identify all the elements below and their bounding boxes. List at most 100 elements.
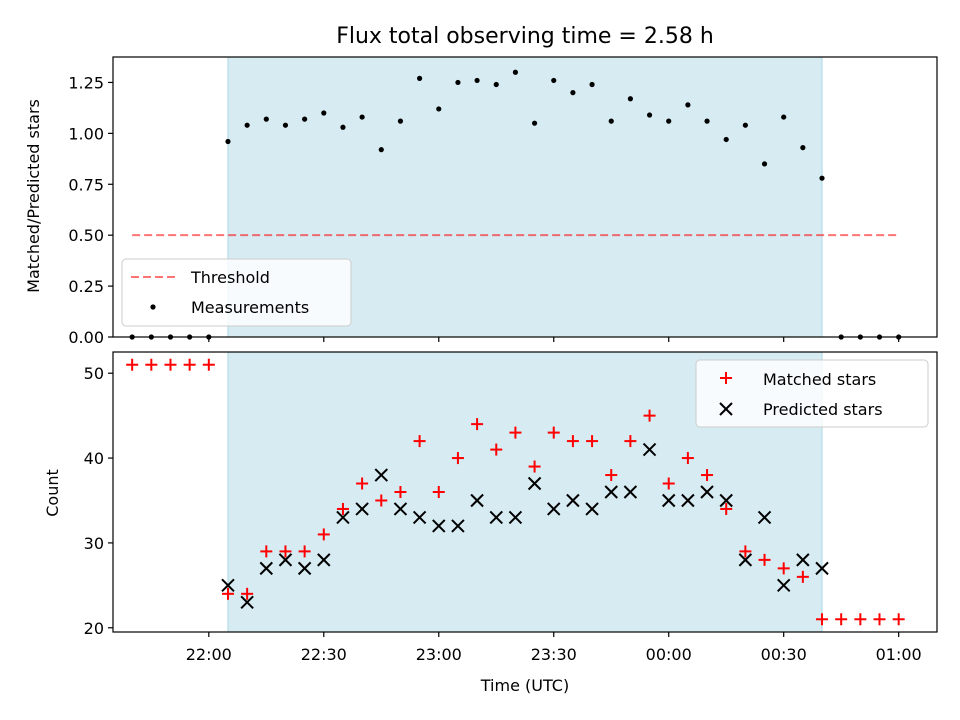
top-y-tick-label: 0.25 bbox=[68, 277, 104, 296]
predicted-x-b bbox=[470, 493, 484, 508]
top-y-axis-label: Matched/Predicted stars bbox=[24, 99, 43, 293]
predicted-star-point bbox=[432, 519, 446, 533]
predicted-x-b bbox=[451, 519, 465, 533]
matched-star-point bbox=[605, 469, 618, 482]
legend-matched-label: Matched stars bbox=[763, 370, 876, 389]
predicted-star-point bbox=[738, 553, 753, 567]
matched-star-point bbox=[260, 545, 273, 558]
measurement-point bbox=[378, 147, 384, 153]
predicted-x-b bbox=[796, 553, 810, 567]
predicted-x-b bbox=[738, 553, 753, 567]
matched-star-point bbox=[336, 502, 349, 515]
matched-star-point bbox=[394, 486, 407, 498]
matched-star-point bbox=[183, 358, 196, 371]
predicted-x-b bbox=[240, 595, 254, 610]
top-y-tick-label: 0.75 bbox=[68, 175, 104, 194]
top-axes-frame bbox=[112, 56, 938, 338]
predicted-star-point bbox=[566, 493, 580, 508]
measurement-point bbox=[742, 122, 748, 128]
matched-star-point bbox=[471, 418, 484, 431]
predicted-star-point bbox=[489, 510, 503, 525]
matched-star-point bbox=[720, 502, 733, 515]
measurement-point bbox=[359, 114, 365, 120]
top-y-ticks: 0.00 0.25 0.50 0.75 1.00 1.25 bbox=[68, 73, 113, 347]
matched-star-point bbox=[413, 435, 426, 448]
measurement-point bbox=[666, 118, 672, 124]
matched-star-point bbox=[624, 435, 637, 448]
matched-star-point bbox=[490, 443, 503, 456]
predicted-x-b bbox=[566, 493, 580, 508]
bottom-y-tick-label: 40 bbox=[84, 449, 104, 468]
measurement-point bbox=[551, 77, 557, 84]
chart-title: Flux total observing time = 2.58 h bbox=[336, 24, 714, 49]
predicted-star-point bbox=[451, 519, 465, 533]
matched-star-point bbox=[586, 435, 599, 448]
predicted-star-point bbox=[796, 553, 810, 567]
predicted-x-b bbox=[815, 561, 829, 576]
predicted-star-point bbox=[470, 493, 484, 508]
predicted-x-b bbox=[278, 553, 293, 567]
predicted-star-point bbox=[221, 578, 235, 593]
predicted-x-b bbox=[527, 476, 542, 491]
legend-predicted-label: Predicted stars bbox=[763, 400, 883, 419]
measurement-point bbox=[244, 122, 250, 128]
measurement-point bbox=[302, 116, 308, 122]
matched-star-point bbox=[528, 460, 541, 473]
predicted-star-point bbox=[317, 553, 331, 567]
predicted-x-b bbox=[221, 578, 235, 593]
matched-star-point bbox=[892, 613, 905, 626]
predicted-star-point bbox=[757, 510, 772, 525]
predicted-x-b bbox=[604, 485, 618, 499]
matched-star-point bbox=[241, 587, 254, 600]
predicted-x-b bbox=[317, 553, 331, 567]
predicted-star-point bbox=[259, 561, 274, 576]
predicted-x-b bbox=[700, 485, 714, 499]
matched-star-point bbox=[662, 477, 675, 490]
measurement-point bbox=[570, 90, 576, 96]
matched-star-point bbox=[164, 358, 177, 371]
measurement-point bbox=[512, 69, 519, 75]
measurement-points bbox=[129, 69, 902, 340]
predicted-star-point bbox=[681, 493, 695, 508]
bottom-x-tick-label: 22:00 bbox=[186, 645, 232, 664]
legend-threshold-label: Threshold bbox=[190, 268, 270, 287]
predicted-x-b bbox=[355, 502, 369, 516]
predicted-x-b bbox=[719, 493, 733, 508]
top-legend: Threshold Measurements bbox=[121, 258, 352, 327]
measurement-point bbox=[321, 110, 327, 116]
predicted-x-b bbox=[547, 502, 561, 516]
measurement-point bbox=[781, 114, 787, 120]
bottom-y-axis-label: Count bbox=[43, 469, 62, 517]
top-legend-box bbox=[121, 258, 352, 327]
matched-star-point bbox=[854, 613, 867, 626]
predicted-star-points bbox=[221, 442, 829, 610]
predicted-star-point bbox=[393, 502, 408, 516]
predicted-x-b bbox=[412, 510, 427, 525]
measurement-point bbox=[263, 116, 269, 122]
matched-star-point bbox=[701, 469, 714, 482]
top-y-tick-label: 1.25 bbox=[68, 73, 104, 92]
bottom-x-tick-label: 23:00 bbox=[416, 645, 462, 664]
bottom-y-tick-label: 20 bbox=[84, 619, 104, 638]
matched-star-point bbox=[298, 545, 311, 558]
predicted-star-point bbox=[508, 510, 523, 525]
measurement-point bbox=[474, 77, 480, 84]
measurement-point bbox=[685, 102, 691, 108]
bottom-y-ticks: 20 30 40 50 bbox=[84, 364, 113, 638]
predicted-star-point bbox=[815, 561, 829, 576]
measurement-point bbox=[225, 138, 231, 145]
measurement-point bbox=[436, 106, 442, 112]
predicted-star-point bbox=[585, 502, 599, 516]
matched-star-point bbox=[126, 358, 139, 371]
bottom-x-tick-label: 01:00 bbox=[876, 645, 922, 664]
predicted-x-b bbox=[776, 578, 791, 593]
predicted-star-point bbox=[240, 595, 254, 610]
predicted-star-point bbox=[278, 553, 293, 567]
predicted-x-b bbox=[585, 502, 599, 516]
bottom-x-tick-label: 00:30 bbox=[761, 645, 807, 664]
bottom-legend: Matched stars Predicted stars bbox=[695, 359, 929, 428]
legend-measurement-label: Measurements bbox=[191, 298, 309, 317]
measurement-point bbox=[723, 136, 729, 143]
matched-star-point bbox=[509, 426, 522, 439]
